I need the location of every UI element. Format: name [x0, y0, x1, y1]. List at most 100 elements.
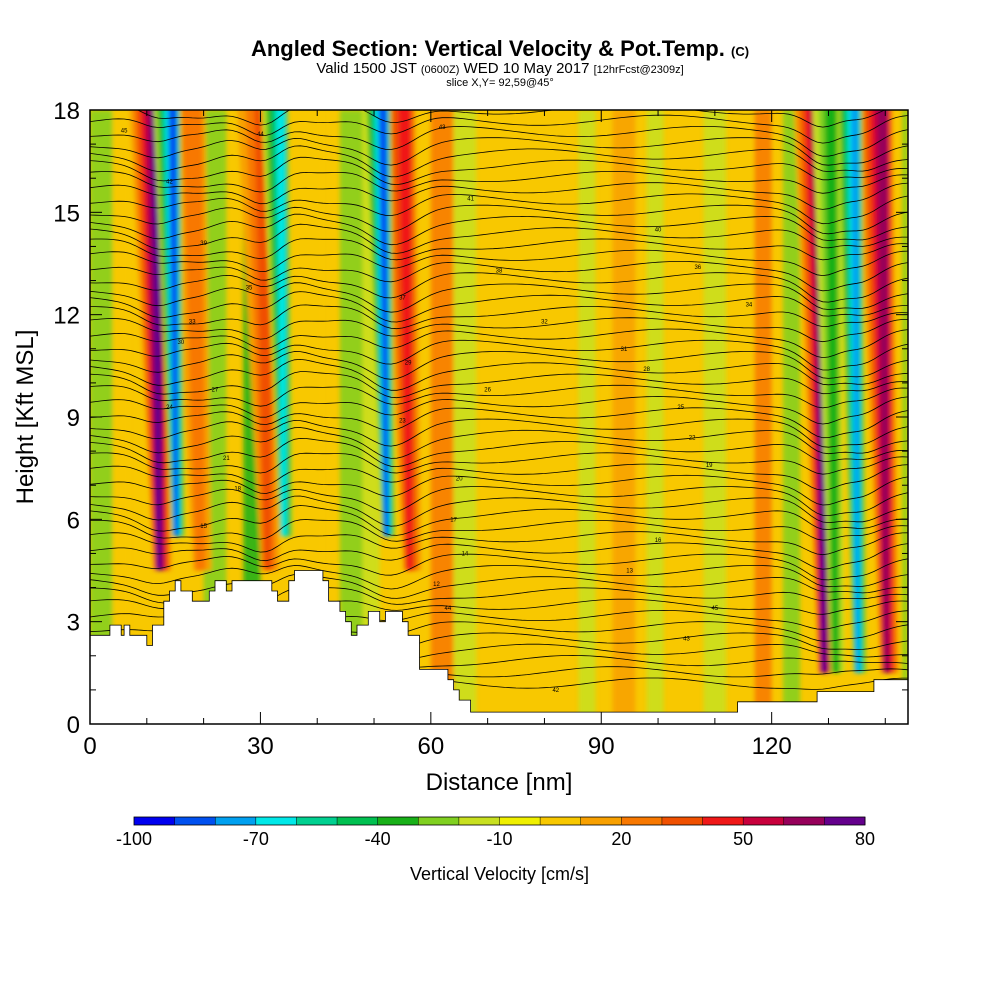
x-tick-label: 120: [752, 733, 792, 760]
colorbar-tick-label: 50: [733, 829, 753, 849]
y-tick-label: 12: [53, 303, 80, 330]
colorbar-swatch: [255, 817, 297, 825]
theta-contour-44: [90, 182, 908, 210]
theta-contours: 45 44 43 42 41 40 39 38 37 36 35 34 33 32 31 30 29 28 27 26…: [90, 110, 908, 694]
theta-contour-45: [90, 171, 908, 194]
theta-contour-18: [90, 474, 908, 506]
contour-label: 19: [706, 463, 713, 469]
contour-label: 38: [496, 268, 503, 274]
theta-contour-47: [90, 145, 908, 178]
theta-contour-37: [90, 261, 908, 292]
contour-label: 33: [189, 319, 196, 325]
subtitle-forecast: [12hrFcst@2309z]: [593, 64, 684, 76]
theta-contour-35: [90, 282, 908, 313]
contour-label: 35: [246, 285, 253, 291]
contour-label: 44: [257, 132, 264, 138]
copyright-mark: (C): [731, 44, 750, 59]
velocity-band-5: [339, 110, 363, 724]
chart-subtitle: Valid 1500 JST (0600Z) WED 10 May 2017 […: [0, 60, 1000, 77]
velocity-band-9: [578, 110, 596, 724]
contour-label: 15: [200, 524, 207, 530]
downdraft-column-4-level-2: [824, 110, 839, 673]
contour-label: 26: [484, 388, 491, 394]
colorbar-swatch: [337, 817, 379, 825]
colorbar-swatch: [783, 817, 825, 825]
y-tick-label: 0: [67, 712, 80, 739]
theta-contour-13: [90, 531, 908, 556]
downdraft-column-1-level-5: [276, 110, 287, 537]
theta-contour-41: [90, 213, 908, 246]
colorbar-tick-label: -10: [486, 829, 512, 849]
contour-label: 14: [462, 551, 469, 557]
contour-label: 20: [456, 476, 463, 482]
contour-label: 41: [467, 197, 474, 203]
contour-label: 44: [445, 606, 452, 612]
x-axis-label: Distance [nm]: [426, 769, 573, 796]
subtitle-date: WED 10 May 2017: [463, 60, 590, 77]
theta-contour-25: [90, 396, 908, 425]
theta-contour-14: [90, 519, 908, 542]
contour-label: 28: [643, 367, 650, 373]
theta-contour-20: [90, 452, 908, 475]
colorbar-swatch: [215, 817, 257, 825]
updraft-column-1-level-1: [181, 110, 206, 571]
colorbar-swatch: [824, 817, 866, 825]
theta-contour-39: [90, 238, 908, 261]
theta-contour-36: [90, 272, 908, 303]
contour-label: 22: [689, 435, 696, 441]
contour-label: 31: [621, 347, 628, 353]
contour-label: 45: [121, 128, 128, 134]
theta-contour-22: [90, 427, 908, 459]
contour-label: 39: [200, 241, 207, 247]
colorbar-swatch: [174, 817, 216, 825]
colorbar-tick-label: -100: [116, 829, 152, 849]
y-tick-label: 15: [53, 200, 80, 227]
y-axis-label: Height [Kft MSL]: [12, 330, 39, 505]
x-tick-label: 90: [588, 733, 615, 760]
theta-contour-43: [90, 193, 908, 225]
theta-contour-28: [90, 358, 908, 391]
theta-contour-48: [90, 137, 908, 166]
contour-label: 42: [166, 180, 173, 186]
velocity-band-14: [783, 110, 801, 724]
theta-contour-24: [90, 407, 908, 439]
theta-contour-32: [90, 317, 908, 343]
contour-label: 42: [552, 688, 559, 694]
contour-label: 29: [405, 360, 412, 366]
contour-label: 40: [655, 227, 662, 233]
theta-contour-23: [90, 418, 908, 448]
theta-contour-15: [90, 505, 908, 536]
chart-title: Angled Section: Vertical Velocity & Pot.…: [0, 36, 1000, 62]
colorbar: -100 -70 -40 -10 20 50 80 Vertical Velocity [cm…: [116, 816, 875, 884]
velocity-band-11: [646, 110, 664, 724]
chart-title-text: Angled Section: Vertical Velocity & Pot.…: [250, 36, 725, 61]
y-tick-label: 3: [67, 610, 80, 637]
theta-contour-40: [90, 223, 908, 254]
contour-label: 17: [450, 517, 457, 523]
contour-label: 43: [683, 637, 690, 643]
theta-contour-49: [90, 126, 908, 157]
theta-contour-21: [90, 437, 908, 468]
colorbar-swatch: [580, 817, 622, 825]
downdraft-column-0-level-7: [169, 110, 178, 537]
theta-contour-46: [90, 156, 908, 186]
contour-label: 12: [433, 582, 440, 588]
contour-label: 25: [677, 405, 684, 411]
y-tick-label: 18: [53, 98, 80, 125]
contour-label: 27: [212, 388, 219, 394]
colorbar-tick-label: -40: [365, 829, 391, 849]
velocity-band-10: [612, 110, 636, 724]
colorbar-swatch: [743, 817, 785, 825]
terrain-outline: [90, 570, 908, 713]
theta-contour-16: [90, 495, 908, 527]
theta-contour-27: [90, 371, 908, 399]
contour-label: 16: [655, 538, 662, 544]
y-tick-label: 6: [67, 507, 80, 534]
colorbar-swatch: [134, 817, 176, 825]
colorbar-swatch: [458, 817, 500, 825]
x-tick-label: 60: [417, 733, 444, 760]
theta-contour-26: [90, 384, 908, 409]
colorbar-tick-label: 20: [611, 829, 631, 849]
